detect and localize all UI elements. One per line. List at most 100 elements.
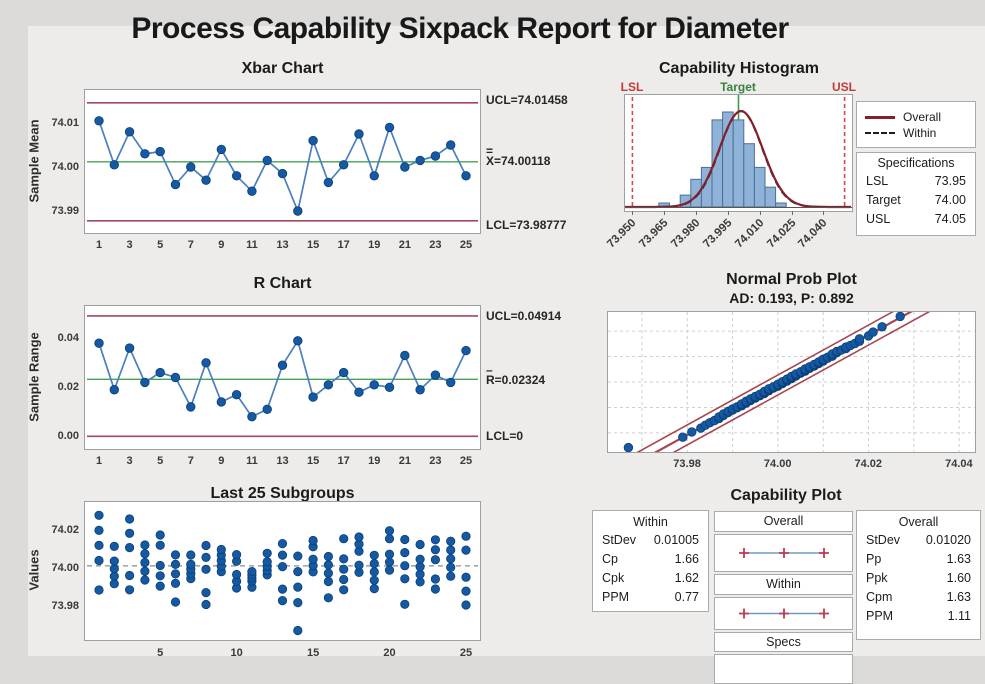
spec-row-value: 74.05: [934, 212, 966, 226]
xbar-xtick-label: 23: [429, 239, 442, 251]
spec-row-label: LSL: [866, 174, 889, 188]
overall-stat-row-value: 0.01020: [925, 533, 971, 547]
r-mean-value: R=0.02324: [486, 373, 546, 387]
xbar-xtick-label: 11: [246, 239, 258, 251]
within-stats-box: Within StDev 0.01005 Cp 1.66 Cpk 1.62 PPM 0.77: [592, 510, 709, 612]
target-marker-label: Target: [720, 80, 756, 94]
interval-specs-box: [714, 654, 853, 684]
hist-tick-mark: [728, 211, 729, 215]
within-stat-row-value: 0.01005: [653, 533, 699, 547]
sg-xtick-label: 25: [459, 647, 473, 659]
r-xtick-label: 9: [218, 455, 225, 467]
prob-xtick-label: 74.02: [854, 458, 883, 470]
sg-xtick-label: 20: [383, 647, 396, 659]
within-stat-row: PPM 0.77: [602, 588, 699, 607]
within-stat-row-label: Cp: [602, 552, 618, 566]
overall-stat-row-label: StDev: [866, 533, 901, 547]
xbar-ytick-label: 74.00: [51, 161, 79, 173]
r-xtick-label: 3: [126, 455, 133, 467]
within-stats-rows: StDev 0.01005 Cp 1.66 Cpk 1.62 PPM 0.77: [602, 531, 699, 607]
r-xtick-label: 15: [306, 455, 320, 467]
xbar-xtick-label: 1: [95, 239, 103, 251]
xbar-mean-value: X=74.00118: [486, 154, 551, 168]
prob-xtick-label: 74.00: [763, 458, 792, 470]
curve-legend: Overall Within: [856, 101, 976, 148]
subgroups-title: Last 25 Subgroups: [210, 485, 355, 502]
xbar-xtick-label: 13: [276, 239, 289, 251]
specifications-rows: LSL 73.95 Target 74.00 USL 74.05: [866, 172, 966, 229]
xbar-chart-title: Xbar Chart: [241, 60, 324, 77]
subgroups-svg: [87, 510, 478, 636]
overall-stats-header: Overall: [898, 515, 939, 529]
overall-stat-row: Pp 1.63: [866, 550, 971, 569]
spec-row: Target 74.00: [866, 191, 966, 210]
overall-stat-row-label: Cpm: [866, 590, 893, 604]
prob-xtick-label: 74.04: [945, 458, 973, 470]
xbar-centerline-label: = X=74.00118: [486, 144, 598, 168]
xbar-xtick-label: 9: [218, 239, 225, 251]
within-stat-row: Cpk 1.62: [602, 569, 699, 588]
xbar-xtick-label: 5: [157, 239, 164, 251]
overall-stat-row: Ppk 1.60: [866, 569, 971, 588]
overall-stats-rows: StDev 0.01020 Pp 1.63 Ppk 1.60 Cpm 1.63 PPM 1.11: [866, 531, 971, 626]
overall-stat-row-value: 1.63: [946, 552, 971, 566]
sg-xtick-label: 5: [157, 647, 164, 659]
xbar-mean-doublebar: =: [486, 144, 494, 158]
subgroups-plot-area: [84, 501, 481, 641]
spec-row-label: USL: [866, 212, 891, 226]
sg-ytick-label: 74.00: [51, 562, 79, 575]
interval-section-within-label: Within: [714, 574, 853, 595]
within-stat-row-label: StDev: [602, 533, 637, 547]
r-chart-title: R Chart: [253, 275, 312, 292]
overall-stat-row-value: 1.60: [946, 571, 971, 585]
histogram-svg: [625, 95, 852, 209]
overall-stat-row-value: 1.63: [946, 590, 971, 604]
legend-overall-label: Overall: [903, 110, 942, 124]
within-stats-header: Within: [633, 515, 668, 529]
xbar-chart-svg: [87, 102, 478, 222]
histogram-title: Capability Histogram: [658, 60, 820, 77]
prob-xtick-label: 73.98: [673, 458, 701, 470]
capability-plot-title: Capability Plot: [730, 487, 842, 504]
r-xtick-label: 11: [246, 455, 258, 467]
within-interval-svg: [739, 608, 829, 619]
hist-tick-mark: [823, 211, 824, 215]
legend-within-label: Within: [903, 126, 937, 140]
overall-line-swatch-icon: [865, 115, 895, 119]
within-stat-row-label: Cpk: [602, 571, 625, 585]
xbar-xtick-label: 19: [368, 239, 381, 251]
r-ytick-label: 0.02: [57, 381, 79, 394]
r-centerline-label: – R=0.02324: [486, 363, 598, 387]
sg-xtick-label: 10: [230, 647, 243, 659]
overall-stat-row-label: Pp: [866, 552, 882, 566]
within-stat-row: StDev 0.01005: [602, 531, 699, 550]
overall-stat-row-label: PPM: [866, 609, 894, 623]
overall-stat-row: Cpm 1.63: [866, 588, 971, 607]
r-xtick-label: 5: [157, 455, 164, 467]
specifications-box: Specifications LSL 73.95 Target 74.00 USL 74.…: [856, 152, 976, 236]
r-xtick-label: 17: [337, 455, 350, 467]
r-xtick-label: 19: [368, 455, 381, 467]
histogram-plot-area: [624, 94, 853, 212]
probplot-plot-area: [607, 311, 976, 453]
overall-stats-box: Overall StDev 0.01020 Pp 1.63 Ppk 1.60 Cpm 1.63…: [856, 510, 981, 640]
r-mean-bar: –: [486, 363, 493, 377]
within-stat-row-value: 0.77: [674, 590, 699, 604]
probplot-ad-p-subtitle: AD: 0.193, P: 0.892: [729, 290, 854, 306]
r-xtick-label: 7: [187, 455, 194, 467]
within-stat-row-value: 1.66: [674, 552, 699, 566]
r-ucl-label: UCL=0.04914: [486, 309, 562, 323]
overall-interval-svg: [739, 548, 829, 558]
within-stat-row: Cp 1.66: [602, 550, 699, 569]
legend-row-within: Within: [865, 125, 967, 141]
r-ytick-label: 0.04: [57, 332, 79, 345]
r-xtick-label: 1: [95, 455, 103, 467]
r-chart-svg: [87, 315, 478, 438]
r-lcl-label: LCL=0: [486, 429, 524, 443]
spec-row-value: 73.95: [934, 174, 966, 188]
within-stat-row-label: PPM: [602, 590, 630, 604]
spec-row-value: 74.00: [934, 193, 966, 207]
xbar-ytick-label: 74.01: [51, 117, 79, 129]
r-ytick-label: 0.00: [57, 430, 79, 443]
r-xtick-label: 23: [429, 455, 442, 467]
